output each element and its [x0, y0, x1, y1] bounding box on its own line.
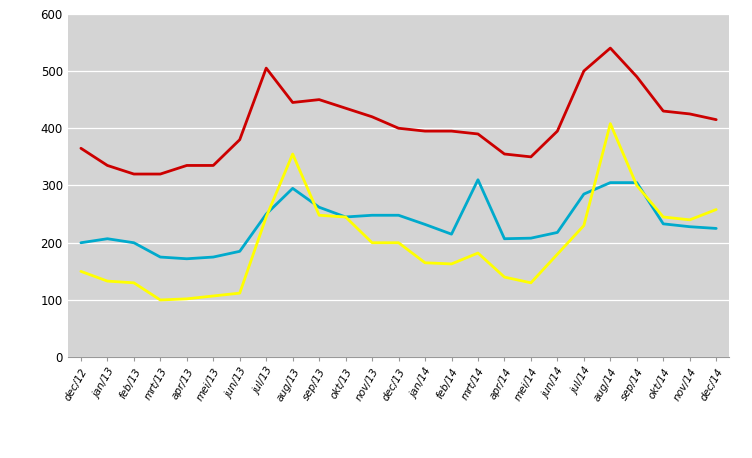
Secundair 3de/4de gr: [182, 163, 191, 168]
Secundair 3de/4de gr: [262, 65, 271, 71]
Basisonderwijs: [632, 183, 641, 188]
Basisonderwijs: [235, 290, 244, 296]
Secundair 3de/4de gr: [579, 68, 588, 74]
Secundair 1ste/2de gr: [711, 226, 720, 231]
Line: Secundair 1ste/2de gr: Secundair 1ste/2de gr: [81, 180, 716, 259]
Secundair 3de/4de gr: [447, 128, 456, 134]
Basisonderwijs: [341, 214, 350, 220]
Secundair 3de/4de gr: [474, 131, 483, 136]
Basisonderwijs: [103, 278, 112, 284]
Basisonderwijs: [711, 207, 720, 212]
Basisonderwijs: [262, 214, 271, 220]
Basisonderwijs: [500, 274, 509, 280]
Basisonderwijs: [420, 260, 429, 266]
Basisonderwijs: [288, 151, 297, 157]
Secundair 3de/4de gr: [632, 74, 641, 80]
Secundair 1ste/2de gr: [685, 224, 694, 229]
Basisonderwijs: [685, 217, 694, 223]
Secundair 1ste/2de gr: [474, 177, 483, 182]
Basisonderwijs: [182, 296, 191, 302]
Line: Secundair 3de/4de gr: Secundair 3de/4de gr: [81, 48, 716, 174]
Secundair 3de/4de gr: [553, 128, 562, 134]
Basisonderwijs: [368, 240, 377, 245]
Secundair 3de/4de gr: [500, 151, 509, 157]
Secundair 1ste/2de gr: [182, 256, 191, 262]
Secundair 3de/4de gr: [659, 109, 668, 114]
Basisonderwijs: [606, 121, 615, 126]
Secundair 1ste/2de gr: [262, 212, 271, 217]
Secundair 1ste/2de gr: [129, 240, 138, 245]
Basisonderwijs: [129, 280, 138, 286]
Secundair 1ste/2de gr: [447, 231, 456, 237]
Secundair 1ste/2de gr: [314, 204, 323, 210]
Line: Basisonderwijs: Basisonderwijs: [81, 124, 716, 300]
Basisonderwijs: [314, 213, 323, 218]
Secundair 3de/4de gr: [526, 154, 535, 160]
Secundair 1ste/2de gr: [579, 191, 588, 197]
Secundair 1ste/2de gr: [394, 213, 403, 218]
Secundair 3de/4de gr: [368, 114, 377, 120]
Secundair 3de/4de gr: [103, 163, 112, 168]
Secundair 3de/4de gr: [341, 105, 350, 111]
Secundair 1ste/2de gr: [209, 254, 218, 260]
Basisonderwijs: [526, 280, 535, 286]
Secundair 3de/4de gr: [314, 97, 323, 103]
Basisonderwijs: [447, 261, 456, 267]
Secundair 1ste/2de gr: [368, 213, 377, 218]
Secundair 1ste/2de gr: [288, 185, 297, 191]
Basisonderwijs: [553, 251, 562, 257]
Secundair 3de/4de gr: [685, 111, 694, 117]
Secundair 1ste/2de gr: [659, 221, 668, 227]
Secundair 3de/4de gr: [129, 171, 138, 177]
Secundair 1ste/2de gr: [420, 222, 429, 227]
Secundair 1ste/2de gr: [77, 240, 86, 245]
Basisonderwijs: [394, 240, 403, 245]
Basisonderwijs: [579, 223, 588, 229]
Secundair 3de/4de gr: [711, 117, 720, 122]
Secundair 3de/4de gr: [288, 100, 297, 105]
Basisonderwijs: [77, 268, 86, 274]
Secundair 3de/4de gr: [156, 171, 165, 177]
Basisonderwijs: [156, 297, 165, 303]
Secundair 1ste/2de gr: [235, 249, 244, 254]
Secundair 1ste/2de gr: [526, 235, 535, 241]
Secundair 3de/4de gr: [235, 137, 244, 142]
Secundair 3de/4de gr: [420, 128, 429, 134]
Basisonderwijs: [209, 293, 218, 299]
Secundair 3de/4de gr: [77, 146, 86, 151]
Secundair 1ste/2de gr: [553, 230, 562, 235]
Secundair 3de/4de gr: [606, 45, 615, 51]
Secundair 1ste/2de gr: [632, 180, 641, 185]
Secundair 3de/4de gr: [394, 125, 403, 131]
Secundair 3de/4de gr: [209, 163, 218, 168]
Secundair 1ste/2de gr: [341, 214, 350, 220]
Basisonderwijs: [659, 214, 668, 220]
Secundair 1ste/2de gr: [500, 236, 509, 241]
Secundair 1ste/2de gr: [606, 180, 615, 185]
Secundair 1ste/2de gr: [103, 236, 112, 241]
Secundair 1ste/2de gr: [156, 254, 165, 260]
Basisonderwijs: [474, 250, 483, 256]
